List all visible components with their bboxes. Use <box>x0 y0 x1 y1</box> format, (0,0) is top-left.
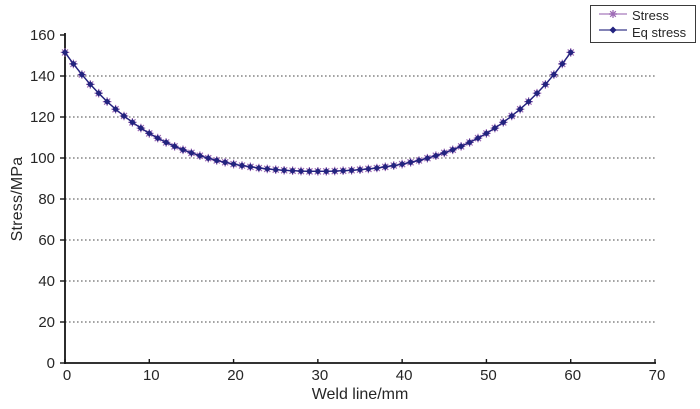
x-tick-label-50: 50 <box>480 367 497 384</box>
eq-stress-diamond-marker <box>137 124 145 132</box>
eq-stress-diamond-marker <box>365 165 372 173</box>
legend-label-eq-stress: Eq stress <box>632 24 687 40</box>
y-tick-label-160: 160 <box>30 27 55 44</box>
legend-item-stress: Stress <box>591 8 695 24</box>
eq-stress-diamond-marker <box>255 164 263 172</box>
eq-stress-diamond-marker <box>373 164 381 172</box>
x-tick-label-40: 40 <box>396 367 413 384</box>
eq-stress-diamond-marker <box>567 49 575 56</box>
eq-stress-diamond-marker <box>120 112 128 120</box>
eq-stress-diamond-marker <box>474 134 482 142</box>
eq-stress-diamond-marker <box>289 167 296 175</box>
stress-star-markers <box>60 48 575 176</box>
eq-stress-diamond-marker <box>424 154 431 162</box>
eq-stress-diamond-marker <box>466 139 473 146</box>
x-tick-label-10: 10 <box>143 367 160 384</box>
eq-stress-diamond-marker <box>491 124 499 132</box>
eq-stress-diamond-marker <box>432 152 440 160</box>
eq-stress-diamond-marker <box>390 162 398 169</box>
x-tick-label-20: 20 <box>227 367 244 384</box>
eq-stress-diamond-marker <box>213 157 221 164</box>
eq-stress-diamond-marker <box>348 166 355 174</box>
eq-stress-diamond-marker <box>112 105 119 113</box>
x-tick-label-0: 0 <box>63 367 71 384</box>
eq-stress-diamond-marker <box>188 149 195 157</box>
y-tick-label-140: 140 <box>30 68 55 85</box>
eq-stress-line-diamond-icon <box>598 24 628 40</box>
eq-stress-diamond-marker <box>95 89 103 97</box>
eq-stress-diamond-marker <box>322 167 330 175</box>
y-tick-label-40: 40 <box>38 273 55 290</box>
eq-stress-diamond-marker <box>129 118 136 126</box>
stress-line-star-icon <box>598 8 628 24</box>
eq-stress-diamond-marker <box>78 71 86 78</box>
y-tick-label-80: 80 <box>38 191 55 208</box>
legend-item-eq-stress: Eq stress <box>591 24 695 40</box>
eq-stress-diamond-marker <box>297 167 305 175</box>
eq-stress-diamond-marker <box>263 165 271 173</box>
eq-stress-diamond-marker <box>86 81 94 88</box>
eq-stress-diamond-marker <box>196 152 204 160</box>
eq-stress-diamond-marker <box>280 166 288 174</box>
y-tick-label-0: 0 <box>47 355 55 372</box>
eq-stress-diamond-marker <box>238 162 246 169</box>
eq-stress-diamond-marker <box>508 112 516 120</box>
eq-stress-diamond-marker <box>306 167 313 175</box>
eq-stress-diamond-marker <box>171 142 178 150</box>
x-tick-label-30: 30 <box>312 367 329 384</box>
eq-stress-diamond-marker <box>204 154 212 162</box>
eq-stress-diamond-marker <box>483 130 490 137</box>
eq-stress-diamond-marker <box>103 98 111 106</box>
y-tick-label-60: 60 <box>38 232 55 249</box>
eq-stress-diamond-marker <box>415 157 423 164</box>
stress-line <box>64 52 572 172</box>
eq-stress-diamond-marker <box>162 139 170 146</box>
eq-stress-diamond-marker <box>381 163 389 171</box>
eq-stress-diamond-marker <box>331 167 339 175</box>
eq-stress-diamond-marker <box>550 71 558 78</box>
eq-stress-diamond-marker <box>145 130 153 137</box>
eq-stress-diamond-marker <box>61 49 69 56</box>
y-tick-label-20: 20 <box>38 314 55 331</box>
eq-stress-diamond-marker <box>525 98 532 106</box>
eq-stress-diamond-marker <box>356 166 364 174</box>
x-axis-title: Weld line/mm <box>311 386 409 403</box>
x-tick-label-70: 70 <box>649 367 666 384</box>
eq-stress-diamond-marker <box>542 81 549 88</box>
eq-stress-diamond-marker <box>314 167 322 175</box>
eq-stress-diamond-marker <box>457 142 465 150</box>
eq-stress-diamond-marker <box>558 60 566 68</box>
eq-stress-diamond-marker <box>70 60 77 68</box>
eq-stress-diamond-marker <box>247 163 254 171</box>
eq-stress-diamond-marker <box>221 158 229 166</box>
legend: Stress Eq stress <box>590 5 696 43</box>
eq-stress-diamond-marker <box>230 160 237 168</box>
legend-label-stress: Stress <box>632 8 669 24</box>
eq-stress-diamond-marker <box>407 158 414 166</box>
x-tick-label-60: 60 <box>564 367 581 384</box>
eq-stress-diamond-marker <box>339 167 347 175</box>
eq-stress-diamond-marker <box>533 89 541 97</box>
y-tick-label-100: 100 <box>30 150 55 167</box>
eq-stress-diamond-marker <box>499 118 507 126</box>
eq-stress-diamond-marker <box>440 149 448 157</box>
eq-stress-diamond-marker <box>449 146 457 154</box>
eq-stress-diamond-marker <box>516 105 524 113</box>
y-axis-title: Stress/MPa <box>9 156 26 242</box>
eq-stress-line <box>64 51 572 173</box>
y-tick-label-120: 120 <box>30 109 55 126</box>
eq-stress-diamond-marker <box>179 146 187 154</box>
eq-stress-diamond-marker <box>154 134 162 142</box>
eq-stress-diamond-marker <box>398 160 406 168</box>
eq-stress-diamond-marker <box>272 166 280 174</box>
